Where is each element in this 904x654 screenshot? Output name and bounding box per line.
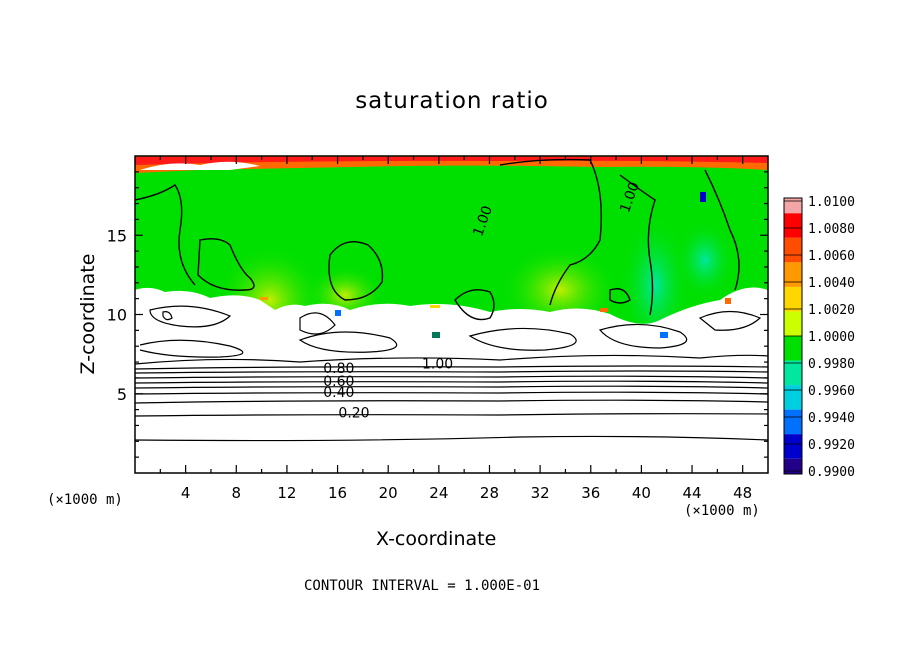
x-tick-label: 28 — [480, 484, 499, 502]
subsaturated-region — [135, 287, 768, 473]
colorbar-label: 1.0080 — [808, 222, 855, 237]
colorbar-swatch — [784, 237, 802, 263]
colorbar-label: 1.0020 — [808, 303, 855, 318]
colorbar-swatch — [784, 409, 802, 435]
x-tick-label: 20 — [379, 484, 398, 502]
edge-fleck — [335, 310, 341, 316]
colorbar-swatch — [784, 213, 802, 238]
colorbar-swatch — [784, 385, 802, 410]
edge-fleck — [725, 298, 731, 304]
edge-fleck — [600, 308, 608, 312]
colorbar-label: 1.0040 — [808, 276, 855, 291]
colorbar-swatch — [784, 336, 802, 361]
colorbar-label: 0.9980 — [808, 357, 855, 372]
colorbar-label: 0.9940 — [808, 411, 855, 426]
field-layer — [135, 156, 768, 473]
y-axis-unit: (×1000 m) — [47, 492, 123, 508]
edge-fleck — [260, 297, 268, 300]
colorbar-label: 1.0060 — [808, 249, 855, 264]
edge-fleck — [430, 305, 440, 308]
contour-label: 1.00 — [422, 356, 453, 372]
contour-label: 0.20 — [338, 406, 369, 422]
x-axis: 4 8 12 16 20 24 28 32 36 40 44 48 — [159, 156, 752, 502]
contour-interval-note: CONTOUR INTERVAL = 1.000E-01 — [304, 578, 541, 594]
colorbar: 1.0100 1.0080 1.0060 1.0040 1.0020 1.0000 0.99… — [783, 195, 855, 480]
y-tick-label: 15 — [107, 226, 127, 245]
colorbar-label: 1.0000 — [808, 330, 855, 345]
colorbar-label: 0.9960 — [808, 384, 855, 399]
contour-label: 0.60 — [323, 374, 354, 390]
edge-fleck — [700, 192, 706, 202]
white-patch-top — [140, 161, 260, 170]
colorbar-swatch — [784, 458, 802, 474]
contour-label: 0.40 — [323, 385, 354, 401]
colorbar-label: 0.9920 — [808, 438, 855, 453]
edge-fleck — [432, 332, 440, 338]
x-tick-label: 8 — [232, 484, 242, 502]
y-axis: 5 10 15 — [107, 171, 768, 458]
y-tick-label: 5 — [117, 385, 127, 404]
x-tick-label: 40 — [632, 484, 651, 502]
colorbar-label: 0.9900 — [808, 465, 855, 480]
x-tick-label: 32 — [531, 484, 550, 502]
x-tick-label: 4 — [181, 484, 191, 502]
colorbar-swatch — [784, 360, 802, 386]
colorbar-swatch — [784, 286, 802, 312]
colorbar-swatch — [784, 311, 802, 336]
x-axis-label: X-coordinate — [376, 528, 497, 550]
x-tick-label: 12 — [277, 484, 296, 502]
x-tick-label: 16 — [328, 484, 347, 502]
edge-fleck — [660, 332, 668, 338]
y-tick-label: 10 — [107, 306, 127, 325]
contour-labels: 0.200.400.600.80 1.001.001.00 — [323, 180, 643, 421]
supersaturated-band-core — [135, 157, 768, 165]
dry-patch — [675, 220, 735, 300]
chart-title: saturation ratio — [355, 88, 549, 114]
colorbar-swatch — [784, 262, 802, 287]
x-axis-unit: (×1000 m) — [684, 503, 760, 519]
contour-lines-lower — [135, 305, 768, 442]
x-tick-label: 44 — [682, 484, 701, 502]
x-tick-label: 24 — [429, 484, 448, 502]
contour-label: 0.80 — [323, 361, 354, 377]
x-tick-label: 36 — [581, 484, 600, 502]
x-tick-label: 48 — [733, 484, 752, 502]
colorbar-swatch — [784, 434, 802, 459]
colorbar-swatch — [784, 198, 802, 214]
contour-lines-upper — [135, 158, 740, 321]
colorbar-label: 1.0100 — [808, 195, 855, 210]
